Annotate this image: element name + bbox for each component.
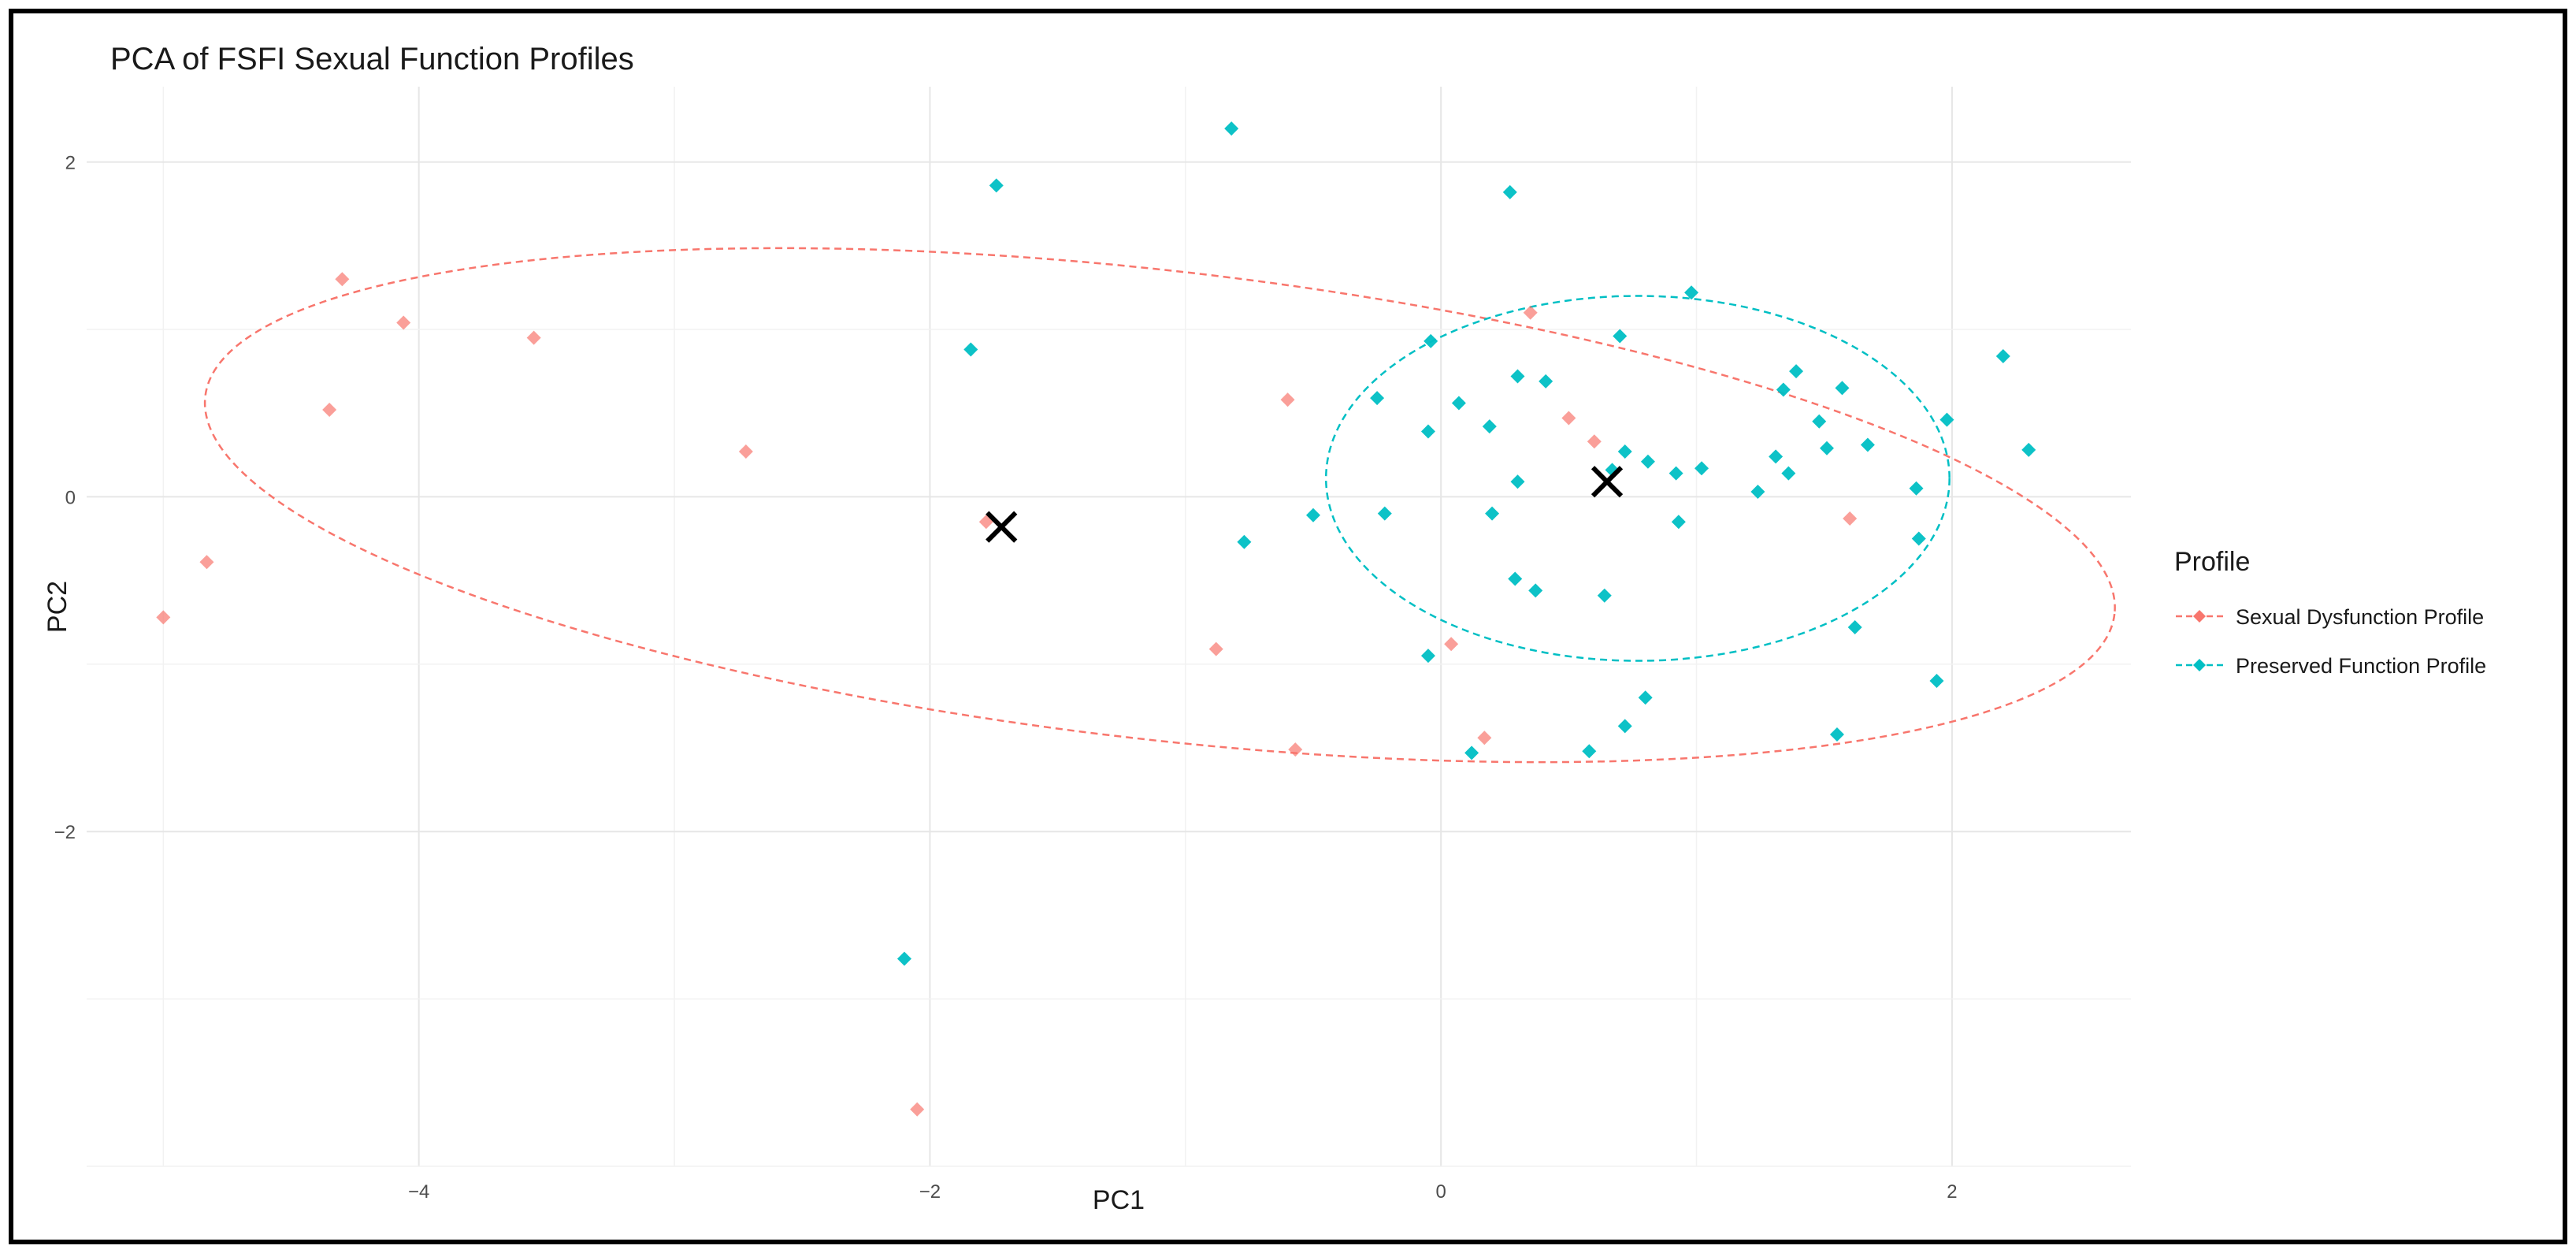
data-point	[1464, 745, 1479, 760]
data-point	[1812, 414, 1827, 429]
grid	[87, 87, 2131, 1167]
data-point	[1485, 506, 1500, 521]
data-point	[1829, 727, 1844, 742]
chart-frame	[9, 9, 2567, 1244]
data-point	[156, 610, 171, 625]
data-point	[1909, 481, 1924, 496]
centroid-marker	[1591, 466, 1624, 498]
data-point	[1819, 441, 1834, 455]
data-point	[322, 402, 337, 417]
centroid-stroke	[1591, 466, 1624, 498]
legend-entry: Sexual Dysfunction Profile	[2176, 605, 2484, 629]
data-point	[1835, 381, 1850, 396]
legend-title: Profile	[2174, 547, 2250, 577]
data-point	[396, 315, 411, 330]
y-tick-label: −2	[54, 822, 76, 843]
data-point	[1769, 449, 1784, 464]
y-axis-title: PC2	[43, 581, 72, 633]
data-point	[2021, 442, 2036, 457]
legend-label: Sexual Dysfunction Profile	[2236, 605, 2484, 629]
x-axis-title: PC1	[1093, 1185, 1145, 1215]
data-point	[1502, 184, 1517, 199]
data-point	[1528, 583, 1543, 598]
data-point	[1638, 690, 1653, 705]
legend-label: Preserved Function Profile	[2236, 654, 2486, 678]
data-point	[1843, 511, 1858, 526]
legend: Profile Sexual Dysfunction Profile Preser…	[2174, 547, 2486, 678]
data-point	[1539, 374, 1553, 389]
data-point	[1781, 466, 1796, 481]
axis-ticks: −4 −2 0 2 −2 0 2	[54, 153, 1958, 1203]
data-point	[1477, 731, 1492, 745]
data-point	[1911, 531, 1926, 546]
data-point	[1671, 515, 1686, 530]
data-point	[989, 178, 1004, 193]
legend-key-diamond	[2193, 610, 2206, 623]
data-point	[1617, 444, 1632, 459]
data-point	[1668, 466, 1683, 481]
data-point	[1444, 637, 1459, 652]
data-point	[1582, 744, 1597, 759]
data-point	[1597, 588, 1612, 603]
data-point	[1510, 474, 1525, 489]
data-point	[1561, 411, 1576, 426]
data-point	[1860, 437, 1875, 452]
confidence-ellipses	[203, 247, 2116, 764]
data-point	[1420, 424, 1435, 439]
data-point	[1510, 369, 1525, 384]
x-tick-label: −4	[408, 1181, 429, 1203]
data-point	[910, 1102, 925, 1117]
data-point	[1776, 382, 1791, 397]
data-point	[1377, 506, 1392, 521]
data-point	[1237, 534, 1252, 549]
data-point	[1280, 392, 1295, 407]
data-point	[1482, 419, 1497, 434]
x-tick-label: −2	[919, 1181, 941, 1203]
data-point	[1420, 649, 1435, 664]
data-point	[1617, 719, 1632, 734]
data-point	[1694, 461, 1709, 476]
data-point	[1451, 396, 1466, 411]
data-point	[1847, 620, 1862, 635]
data-point	[1929, 674, 1944, 689]
data-point	[1508, 571, 1523, 586]
data-point	[1288, 742, 1303, 757]
data-point	[1208, 641, 1223, 656]
data-point	[897, 951, 911, 966]
data-point	[738, 444, 753, 459]
data-point	[1523, 305, 1538, 320]
data-point	[335, 272, 350, 287]
y-tick-label: 2	[65, 153, 76, 174]
data-point	[526, 330, 541, 345]
data-point	[1423, 333, 1438, 348]
data-point	[1995, 348, 2010, 363]
x-tick-label: 2	[1947, 1181, 1957, 1203]
data-point	[1684, 285, 1699, 300]
legend-entry: Preserved Function Profile	[2176, 654, 2486, 678]
confidence-ellipse	[203, 247, 2116, 764]
data-point	[1789, 364, 1804, 379]
chart-title: PCA of FSFI Sexual Function Profiles	[110, 42, 634, 76]
centroid-marker	[985, 511, 1018, 543]
data-point	[1750, 485, 1765, 500]
data-point	[1224, 121, 1239, 136]
data-point	[963, 342, 978, 357]
legend-key-diamond	[2193, 659, 2206, 671]
centroid-stroke	[985, 511, 1018, 543]
data-points	[156, 121, 2036, 1117]
data-point	[1370, 391, 1385, 406]
data-point	[199, 555, 214, 570]
x-tick-label: 0	[1436, 1181, 1446, 1203]
data-point	[1939, 412, 1954, 427]
data-point	[1640, 454, 1655, 469]
confidence-ellipse	[1324, 295, 1951, 662]
data-point	[1587, 434, 1602, 449]
legend-entries: Sexual Dysfunction Profile Preserved Func…	[2176, 605, 2486, 678]
centroid-markers	[985, 466, 1624, 543]
data-point	[1306, 508, 1320, 522]
data-point	[1613, 329, 1628, 344]
y-tick-label: 0	[65, 487, 76, 508]
